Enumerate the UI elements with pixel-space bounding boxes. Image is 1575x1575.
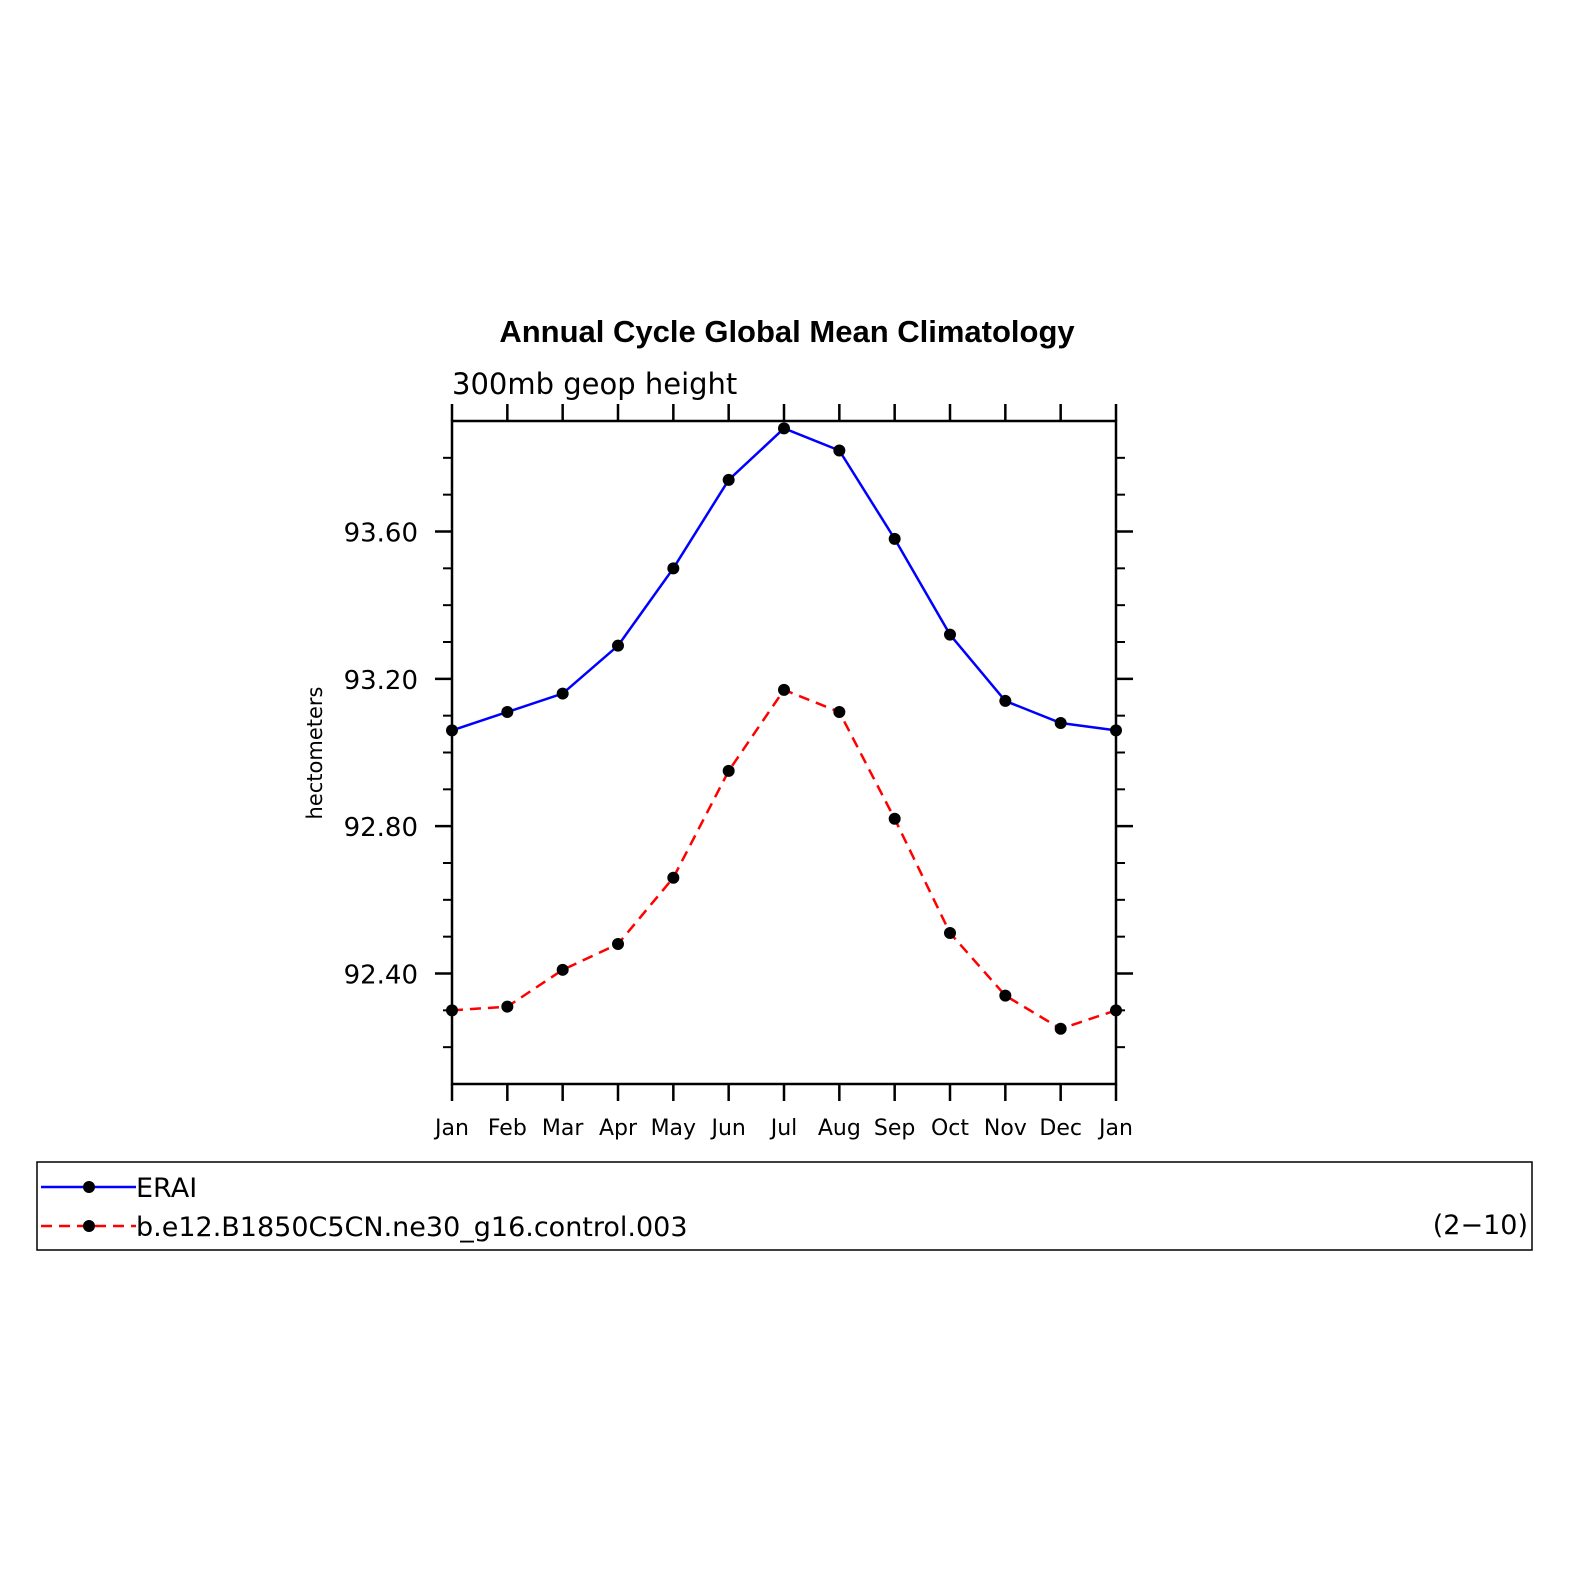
series-1-point [999,694,1012,707]
legend-marker-1 [83,1181,95,1193]
x-tick-label: Oct [931,1116,969,1141]
legend-label-2: b.e12.B1850C5CN.ne30_g16.control.003 [136,1212,688,1243]
series-1-point [556,687,569,700]
series-1-point [667,562,680,575]
series-2-point [501,1000,514,1013]
series-2-point [556,963,569,976]
x-tick-label: Mar [542,1116,584,1141]
series-line-2 [451,688,1117,1031]
series-1-point [1110,724,1122,737]
x-tick-label: Apr [599,1116,638,1141]
x-tick-label: Feb [488,1116,527,1141]
x-tick-label: Sep [874,1116,915,1141]
y-tick-label: 93.20 [344,666,418,696]
x-tick-label: Dec [1039,1116,1082,1141]
series-2-point [888,812,901,825]
x-tick-label: May [651,1116,696,1141]
x-tick-label: Aug [818,1116,861,1141]
series-1-point [722,473,735,486]
plot-axes: Jan Feb Mar Apr May Jun Jul Aug Sep Oct Nov Dec Jan 9… [344,404,1133,1141]
series-1-point [612,639,624,652]
chart-title: Annual Cycle Global Mean Climatology [499,314,1075,349]
y-tick-label: 92.40 [344,961,418,991]
x-tick-label: Jun [709,1116,745,1141]
chart-subtitle: 300mb geop height [452,367,737,401]
series-2-point [722,764,735,777]
series-1-point [501,705,514,718]
series-2-point [833,705,846,718]
legend-marker-2 [83,1220,95,1232]
series-layer [446,422,1122,1035]
series-1-point [944,628,956,641]
series-1-point [833,444,846,457]
x-tick-label: Jan [1097,1116,1133,1141]
x-tick-label: Nov [984,1116,1027,1141]
series-2-point [1110,1004,1122,1017]
legend-annotation: (2−10) [1433,1210,1528,1241]
series-2-point [999,989,1012,1002]
series-2-point [667,871,680,884]
legend-box [36,1161,1533,1251]
series-1-point [446,724,458,737]
y-axis-label: hectometers [303,687,327,820]
plot-frame [450,419,1118,1086]
x-tick-label: Jan [433,1116,469,1141]
y-tick-label: 92.80 [344,813,418,843]
series-1-point [778,422,790,435]
legend-label-1: ERAI [136,1173,197,1204]
series-2-point [612,938,624,951]
legend: ERAI b.e12.B1850C5CN.ne30_g16.control.003… [36,1161,1533,1251]
series-2-point [778,683,790,696]
series-2-point [944,926,956,939]
y-tick-label: 93.60 [344,519,418,549]
series-2-point [1054,1022,1067,1035]
x-tick-label: Jul [769,1116,798,1141]
series-1-point [888,532,901,545]
series-1-point [1054,717,1067,730]
series-2-point [446,1004,458,1017]
